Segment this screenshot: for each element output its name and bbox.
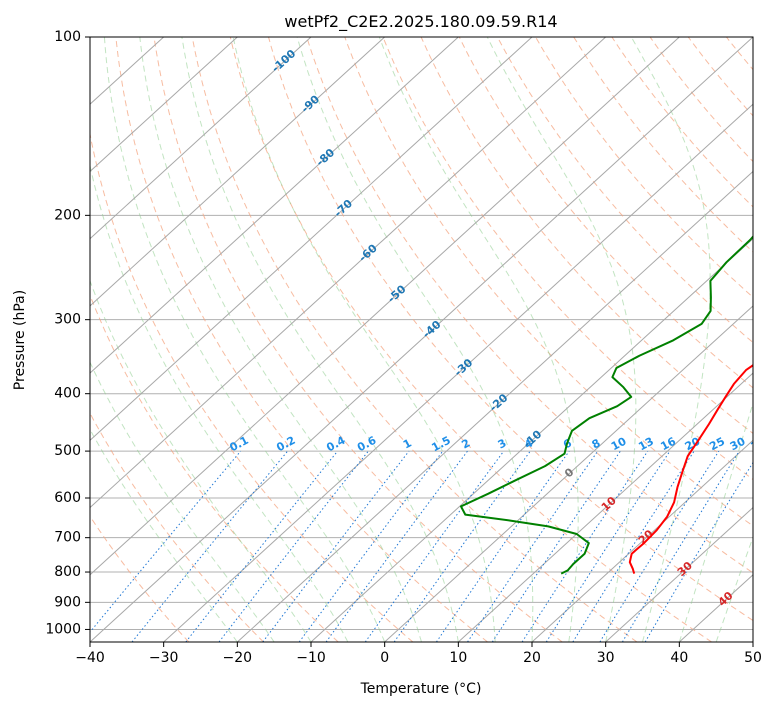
- mixing-ratio-label: 36: [749, 435, 769, 454]
- dry-adiabat: [496, 37, 753, 344]
- dry-adiabat: [90, 412, 264, 642]
- mixing-ratio-line: [621, 450, 740, 642]
- isotherm: [90, 37, 680, 576]
- x-tick-label: 30: [597, 650, 615, 666]
- dry-adiabat: [458, 37, 753, 389]
- moist-adiabat: [296, 37, 534, 642]
- isotherm: [90, 37, 386, 307]
- y-tick-label: 500: [54, 443, 81, 459]
- x-tick-label: 10: [449, 650, 467, 666]
- mixing-ratio-label: 16: [658, 435, 678, 454]
- temperature-line: [628, 364, 753, 574]
- moist-adiabat: [90, 428, 238, 642]
- dry-adiabat: [649, 37, 753, 163]
- mixing-ratio-label: 20: [683, 434, 703, 453]
- isotherm: [605, 506, 753, 642]
- moist-adiabat: [486, 37, 637, 642]
- moist-adiabat: [90, 163, 349, 642]
- dry-adiabat: [306, 37, 753, 574]
- y-tick-label: 200: [54, 207, 81, 223]
- mixing-ratio-line: [325, 450, 468, 642]
- x-axis-ticks: −40 −30 −20 −10 0 10 20 30 40 50: [75, 642, 762, 666]
- isotherm: [531, 439, 753, 642]
- mixing-ratio-label: 30: [728, 435, 748, 454]
- mixing-ratio-line: [393, 450, 531, 642]
- dry-adiabat: [268, 37, 753, 622]
- profile-lines: [460, 235, 753, 575]
- y-tick-label: 400: [54, 386, 81, 402]
- moist-adiabat: [378, 37, 579, 642]
- y-tick-label: 1000: [45, 621, 81, 637]
- x-tick-label: 50: [744, 650, 762, 666]
- y-axis-ticks: 100 200 300 400 500 600 700 800 900 1000: [45, 29, 90, 637]
- dry-adiabat: [420, 37, 753, 435]
- moist-adiabat: [90, 361, 275, 642]
- y-tick-label: 800: [54, 564, 81, 580]
- dry-adiabat: [229, 37, 712, 642]
- plot-frame: [89, 36, 754, 643]
- dry-adiabat: [115, 37, 488, 642]
- mixing-ratio-line: [435, 450, 570, 642]
- isotherm: [90, 37, 753, 642]
- moist-adiabat: [715, 535, 753, 642]
- chart-title: wetPf2_C2E2.2025.180.09.59.R14: [284, 12, 557, 32]
- moist-adiabat: [139, 37, 422, 642]
- mixing-ratio-line: [467, 450, 599, 642]
- dry-adiabat: [90, 131, 414, 642]
- y-tick-label: 900: [54, 594, 81, 610]
- y-tick-label: 700: [54, 530, 81, 546]
- isotherm: [310, 237, 753, 642]
- dewpoint-line: [460, 235, 753, 575]
- mixing-ratio-line: [185, 450, 338, 642]
- x-tick-label: −40: [75, 650, 105, 666]
- x-tick-label: 20: [523, 650, 541, 666]
- x-tick-label: 0: [380, 650, 389, 666]
- dry-adiabat: [344, 37, 753, 527]
- x-tick-label: −30: [149, 650, 179, 666]
- isotherm: [236, 170, 753, 642]
- dry-adiabat: [382, 37, 753, 481]
- moist-adiabat: [181, 37, 459, 642]
- isotherm: [90, 37, 607, 509]
- x-tick-label: −20: [223, 650, 253, 666]
- x-axis-title: Temperature (°C): [360, 681, 482, 697]
- mixing-ratio-line: [545, 450, 671, 642]
- x-tick-label: −10: [296, 650, 326, 666]
- mixing-ratio-label: 25: [707, 435, 727, 454]
- y-axis-title: Pressure (hPa): [12, 290, 28, 390]
- isotherm: [90, 37, 459, 374]
- mixing-ratio-label: 13: [636, 435, 656, 454]
- moist-adiabat: [232, 37, 496, 642]
- isotherm: [90, 37, 533, 442]
- moist-adiabat: [103, 37, 386, 642]
- dry-adiabat: [573, 37, 753, 253]
- isotherm: [90, 37, 238, 173]
- moist-adiabat: [630, 37, 711, 642]
- mixing-ratio-line: [262, 450, 410, 642]
- isotherm: [457, 372, 753, 642]
- dry-adiabat: [191, 37, 638, 642]
- mixing-ratio-line: [298, 450, 444, 642]
- mixing-ratio-line: [364, 450, 505, 642]
- dry-adiabat: [153, 37, 563, 642]
- y-tick-label: 100: [54, 29, 81, 45]
- mixing-ratio-label: 10: [609, 434, 629, 453]
- background-lines: [90, 37, 753, 642]
- mixing-ratio-line: [131, 450, 288, 642]
- mixing-ratio-line: [491, 450, 621, 642]
- moist-adiabat: [678, 401, 753, 642]
- isotherm: [384, 305, 753, 642]
- isotherm: [163, 103, 753, 642]
- y-tick-label: 300: [54, 312, 81, 328]
- isotherm: [90, 37, 312, 240]
- mixing-ratio-line: [572, 450, 695, 642]
- x-tick-label: 40: [670, 650, 688, 666]
- mixing-ratio-line: [90, 450, 242, 633]
- y-tick-label: 600: [54, 490, 81, 506]
